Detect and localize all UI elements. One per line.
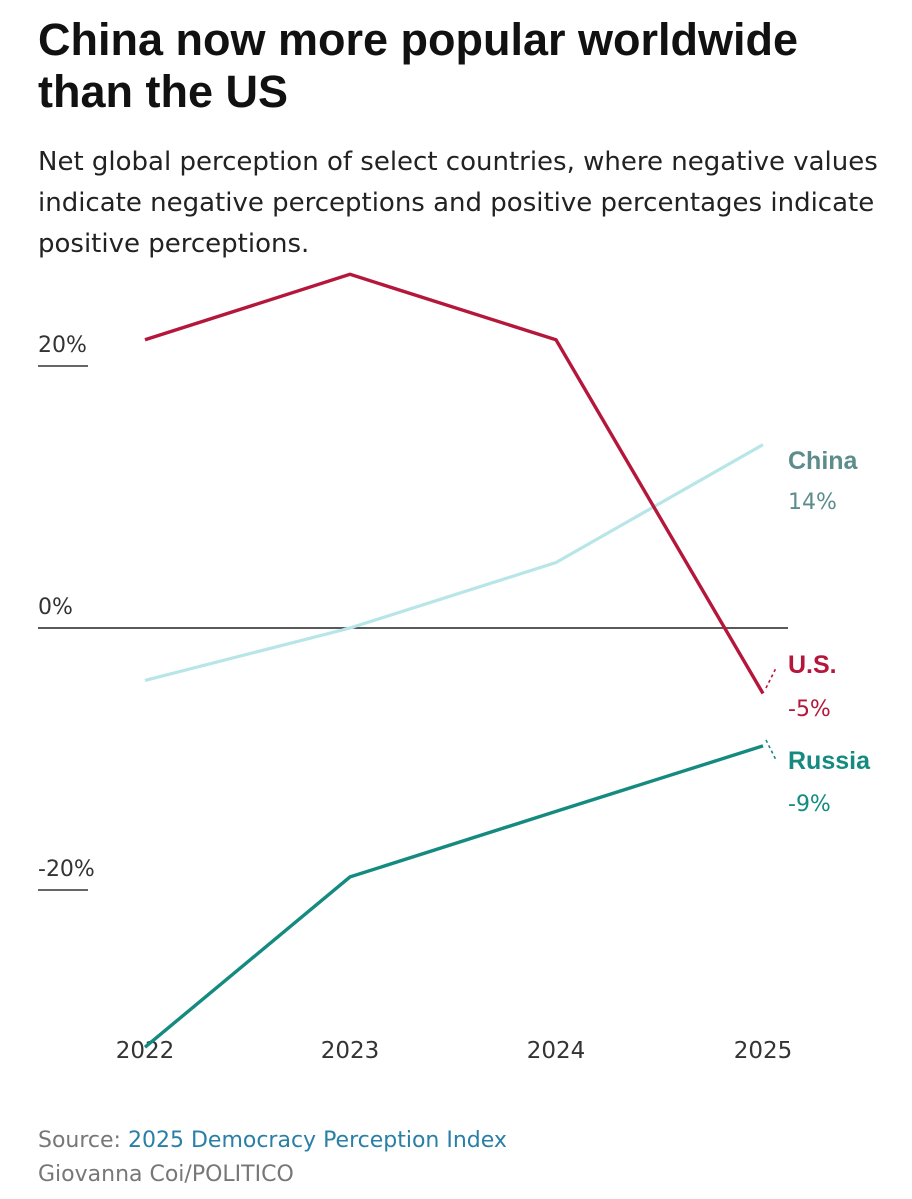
series-value-russia: -9% — [788, 792, 831, 817]
x-tick-label: 2023 — [321, 1038, 380, 1064]
series-value-us: -5% — [788, 697, 831, 722]
leader-us — [765, 667, 777, 689]
series-lines — [143, 272, 765, 1049]
source-link[interactable]: 2025 Democracy Perception Index — [127, 1128, 507, 1153]
series-line-us — [144, 272, 765, 695]
series-name-us: U.S. — [788, 651, 837, 679]
x-tick-label: 2024 — [527, 1038, 586, 1064]
credit: Giovanna Coi/POLITICO — [38, 1162, 294, 1187]
chart-subtitle: Net global perception of select countrie… — [38, 147, 878, 259]
line-chart: 20% 0% -20% 2022 2023 2024 2025 U.S. -5% China 1… — [38, 272, 871, 1064]
y-tick-label: 20% — [38, 333, 87, 358]
y-tick-label: -20% — [38, 857, 95, 882]
source-label: Source: — [38, 1128, 121, 1153]
series-line-china — [144, 443, 764, 682]
chart-title: China now more popular worldwide than th… — [38, 14, 799, 117]
source-line: Source: 2025 Democracy Perception Index — [38, 1124, 507, 1158]
x-tick-label: 2025 — [734, 1038, 793, 1064]
series-name-russia: Russia — [788, 747, 871, 775]
y-axis: 20% 0% -20% — [38, 333, 788, 891]
series-labels: U.S. -5% China 14% Russia -9% — [765, 447, 871, 817]
series-value-china: 14% — [788, 490, 837, 515]
y-tick-label: 0% — [38, 595, 73, 620]
chart-footer: Source: 2025 Democracy Perception Index … — [38, 1124, 507, 1192]
leader-russia — [765, 739, 777, 761]
series-line-russia — [143, 744, 764, 1049]
series-name-china: China — [788, 447, 859, 475]
x-tick-label: 2022 — [116, 1038, 175, 1064]
x-axis: 2022 2023 2024 2025 — [116, 1038, 793, 1064]
